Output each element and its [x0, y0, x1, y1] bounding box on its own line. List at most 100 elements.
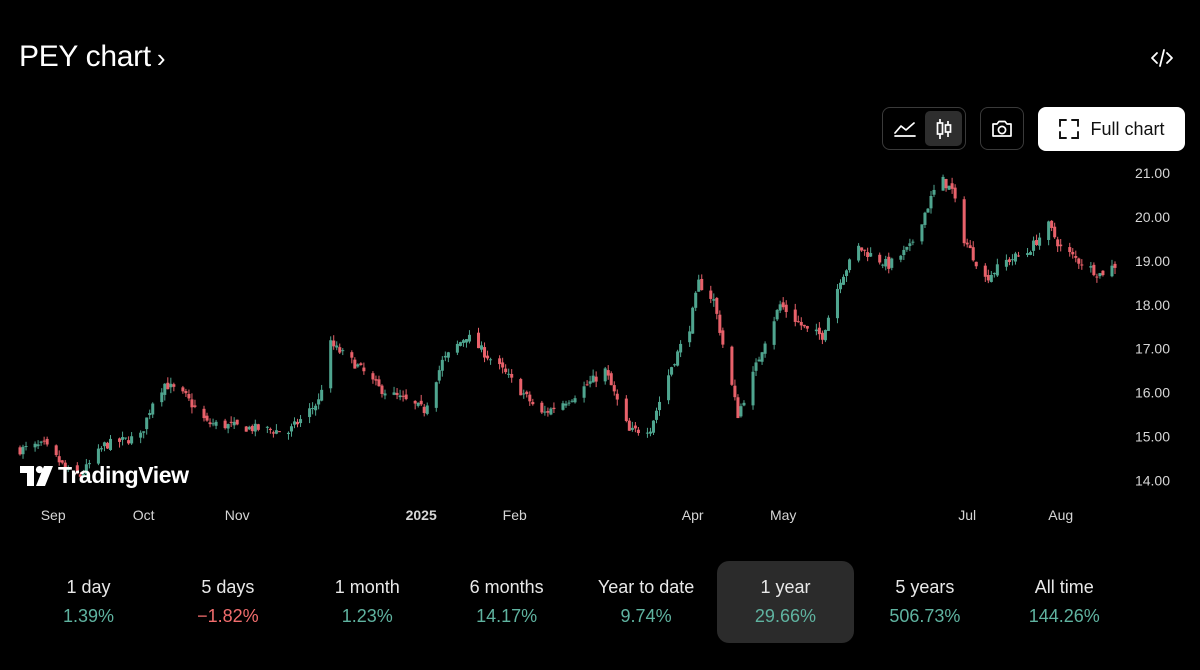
full-chart-button[interactable]: Full chart — [1038, 107, 1185, 151]
candle-body — [166, 382, 170, 390]
candle-body — [486, 355, 490, 359]
candle-body — [187, 394, 191, 399]
period-change-value: 29.66% — [754, 606, 816, 626]
candle-body — [99, 448, 103, 450]
candle-body — [679, 343, 683, 353]
candle-body — [317, 399, 321, 405]
x-axis-label: Nov — [225, 507, 250, 523]
candle-body — [250, 425, 254, 432]
area-chart-button[interactable] — [886, 111, 923, 146]
candle-body — [667, 375, 671, 401]
candlestick-chart[interactable]: 14.00 15.00 16.00 17.00 18.00 19.00 20.00 21.00… — [0, 160, 1200, 540]
candle-body — [214, 421, 218, 426]
candle-body — [971, 247, 975, 261]
period-option-all-time[interactable]: All time 144.26% — [996, 561, 1133, 643]
candle-body — [21, 446, 25, 455]
candle-body — [965, 242, 969, 245]
candle-body — [1098, 273, 1102, 277]
candle-body — [1013, 253, 1017, 262]
period-option-5-days[interactable]: 5 days −1.82% — [159, 561, 296, 643]
embed-code-button[interactable] — [1147, 44, 1177, 72]
candle-body — [1074, 256, 1078, 258]
candle-body — [691, 307, 695, 334]
candle-body — [549, 408, 553, 415]
fullscreen-icon — [1059, 119, 1080, 139]
candle-body — [736, 397, 740, 419]
period-option-1-day[interactable]: 1 day 1.39% — [20, 561, 157, 643]
candle-body — [591, 375, 595, 383]
candle-body — [1056, 239, 1060, 247]
candle-body — [1035, 240, 1039, 246]
candle-body — [359, 363, 363, 366]
candle-body — [676, 351, 680, 366]
candle-body — [332, 340, 336, 347]
candle-body — [869, 253, 873, 257]
candle-body — [96, 448, 100, 464]
price-chart[interactable]: 14.00 15.00 16.00 17.00 18.00 19.00 20.00 21.00… — [0, 160, 1200, 540]
period-option-5-years[interactable]: 5 years 506.73% — [856, 561, 993, 643]
candle-body — [211, 423, 215, 425]
candle-body — [890, 258, 894, 268]
candle-body — [688, 331, 692, 343]
code-icon — [1151, 49, 1173, 67]
candle-body — [802, 324, 806, 327]
candle-body — [440, 359, 444, 371]
candle-body — [232, 421, 236, 426]
candle-body — [45, 438, 49, 445]
tradingview-mark-icon — [20, 465, 53, 486]
x-axis-label: Feb — [503, 507, 527, 523]
candle-body — [501, 362, 505, 368]
candle-body — [335, 345, 339, 348]
candle-body — [18, 447, 22, 455]
screenshot-button[interactable] — [980, 107, 1024, 150]
candle-body — [1089, 266, 1093, 268]
candle-body — [573, 398, 577, 403]
candle-body — [181, 387, 185, 392]
candle-body — [39, 441, 43, 443]
candle-body — [142, 431, 146, 433]
candle-body — [1077, 258, 1081, 264]
candle-body — [229, 421, 233, 423]
candle-body — [434, 382, 438, 408]
candlestick-icon — [936, 118, 951, 139]
candlestick-chart-button[interactable] — [925, 111, 962, 146]
candle-body — [163, 383, 167, 395]
candle-body — [244, 426, 248, 432]
candle-body — [277, 431, 281, 433]
y-axis-tick-label: 15.00 — [1135, 428, 1170, 444]
candle-body — [742, 402, 746, 406]
period-option-6-months[interactable]: 6 months 14.17% — [438, 561, 575, 643]
candle-body — [606, 370, 610, 376]
candle-body — [380, 385, 384, 394]
candle-body — [866, 252, 870, 257]
candle-body — [311, 408, 315, 410]
x-axis-label: May — [770, 507, 796, 523]
candle-body — [799, 321, 803, 326]
candle-body — [362, 367, 366, 372]
candle-body — [947, 185, 951, 190]
candle-body — [992, 272, 996, 275]
candle-body — [612, 385, 616, 392]
candle-body — [81, 473, 85, 477]
candle-body — [841, 276, 846, 285]
tradingview-logo[interactable]: TradingView — [20, 462, 189, 489]
period-change-value: 1.39% — [62, 606, 115, 626]
period-option-year-to-date[interactable]: Year to date 9.74% — [578, 561, 715, 643]
candle-body — [793, 309, 797, 322]
candle-body — [926, 208, 930, 213]
candle-body — [754, 362, 758, 371]
candle-body — [594, 376, 598, 382]
candle-body — [398, 395, 402, 398]
candle-body — [848, 259, 852, 271]
candle-body — [739, 406, 743, 417]
candle-body — [437, 370, 441, 381]
candle-body — [1059, 244, 1063, 247]
period-option-1-month[interactable]: 1 month 1.23% — [299, 561, 436, 643]
candle-body — [651, 420, 655, 433]
chart-title-link[interactable]: PEY chart › — [19, 40, 166, 74]
period-option-1-year[interactable]: 1 year 29.66% — [716, 561, 854, 643]
chevron-right-icon: › — [156, 42, 166, 73]
period-label: 1 day — [66, 577, 111, 597]
candle-body — [887, 256, 891, 269]
candle-body — [796, 321, 800, 323]
